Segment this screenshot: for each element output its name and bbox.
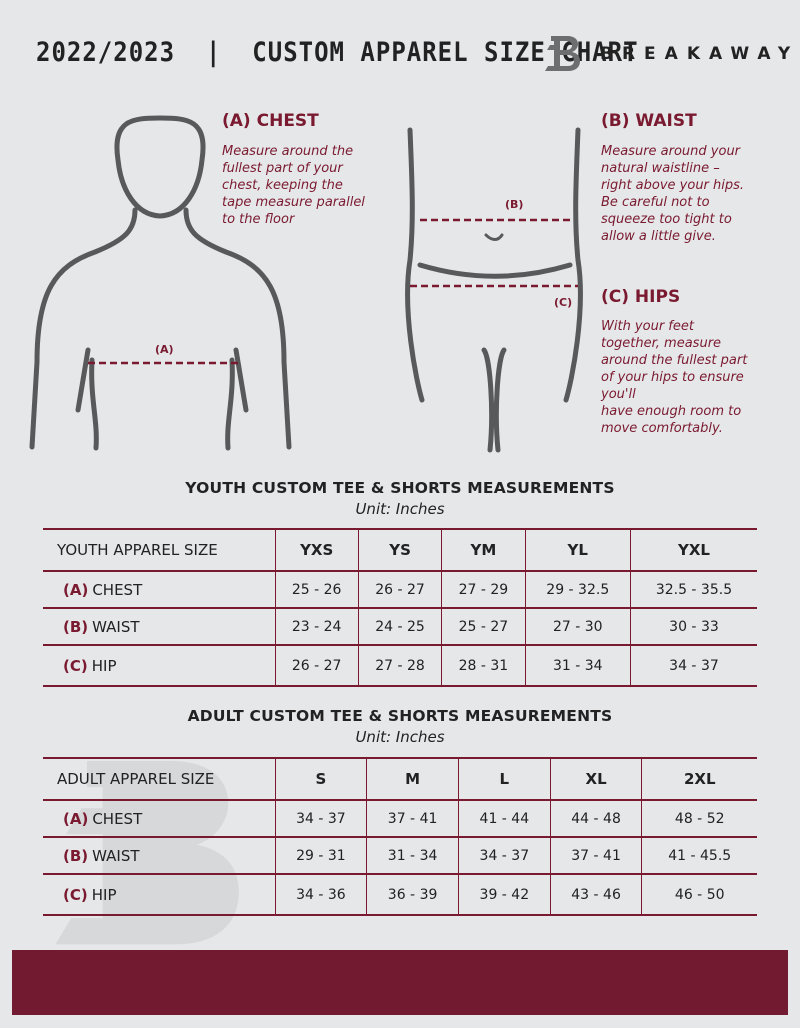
navel xyxy=(484,233,504,241)
adult-table-title: ADULT CUSTOM TEE & SHORTS MEASUREMENTS xyxy=(187,707,613,725)
size-header: YM xyxy=(441,528,526,572)
size-header: M xyxy=(366,757,459,801)
waist-description: Measure around your natural waistline – ri… xyxy=(601,144,745,244)
hip-curve xyxy=(417,262,573,279)
size-header: L xyxy=(457,757,551,801)
size-header: S xyxy=(274,757,367,801)
adult-size-table: ADULT APPAREL SIZE S M L XL 2XL (A) CHEST… xyxy=(43,757,757,916)
size-header: YL xyxy=(524,528,631,572)
size-header: YXS xyxy=(274,528,359,572)
table-header-row: ADULT APPAREL SIZE S M L XL 2XL xyxy=(43,757,757,801)
brand-name: BREAKAWAY xyxy=(600,44,800,64)
chest-marker: (A) xyxy=(155,343,174,356)
chest-heading: (A) CHEST xyxy=(222,111,319,131)
adult-unit: Unit: Inches xyxy=(355,728,445,746)
size-header: XL xyxy=(549,757,642,801)
head-outline xyxy=(114,115,206,219)
body-illustration xyxy=(29,115,583,453)
arms-outline xyxy=(75,347,249,451)
table-row: (C) HIP 34 - 36 36 - 39 39 - 42 43 - 46 46 - 5… xyxy=(43,873,757,916)
youth-size-table: YOUTH APPAREL SIZE YXS YS YM YL YXL (A) C… xyxy=(43,528,757,687)
table-row: (A) CHEST 25 - 26 26 - 27 27 - 29 29 - 32.5 32… xyxy=(43,570,757,609)
table-row: (C) HIP 26 - 27 27 - 28 28 - 31 31 - 34 34 - 3… xyxy=(43,644,757,687)
hips-description: With your feet together, measure around th… xyxy=(601,319,748,436)
youth-unit: Unit: Inches xyxy=(355,500,445,518)
table-row: (A) CHEST 34 - 37 37 - 41 41 - 44 44 - 48 48 -… xyxy=(43,799,757,838)
row-header: ADULT APPAREL SIZE xyxy=(43,757,275,801)
hips-heading: (C) HIPS xyxy=(601,287,681,307)
youth-table-title: YOUTH CUSTOM TEE & SHORTS MEASUREMENTS xyxy=(185,479,615,497)
legs-outline xyxy=(481,347,507,453)
size-header: 2XL xyxy=(641,757,757,801)
chest-description: Measure around the fullest part of your ch… xyxy=(222,144,365,227)
breakaway-logo xyxy=(545,36,580,71)
size-header: YXL xyxy=(629,528,757,572)
shoulders-outline xyxy=(29,207,292,450)
torso-outline xyxy=(405,127,583,403)
table-row: (B) WAIST 23 - 24 24 - 25 25 - 27 27 - 30 30 -… xyxy=(43,607,757,646)
waist-heading: (B) WAIST xyxy=(601,111,697,131)
size-header: YS xyxy=(357,528,442,572)
footer-bar xyxy=(12,950,788,1015)
waist-marker: (B) xyxy=(505,198,524,211)
hip-marker: (C) xyxy=(554,296,573,309)
table-header-row: YOUTH APPAREL SIZE YXS YS YM YL YXL xyxy=(43,528,757,572)
table-row: (B) WAIST 29 - 31 31 - 34 34 - 37 37 - 41 41 -… xyxy=(43,836,757,875)
row-header: YOUTH APPAREL SIZE xyxy=(43,528,275,572)
